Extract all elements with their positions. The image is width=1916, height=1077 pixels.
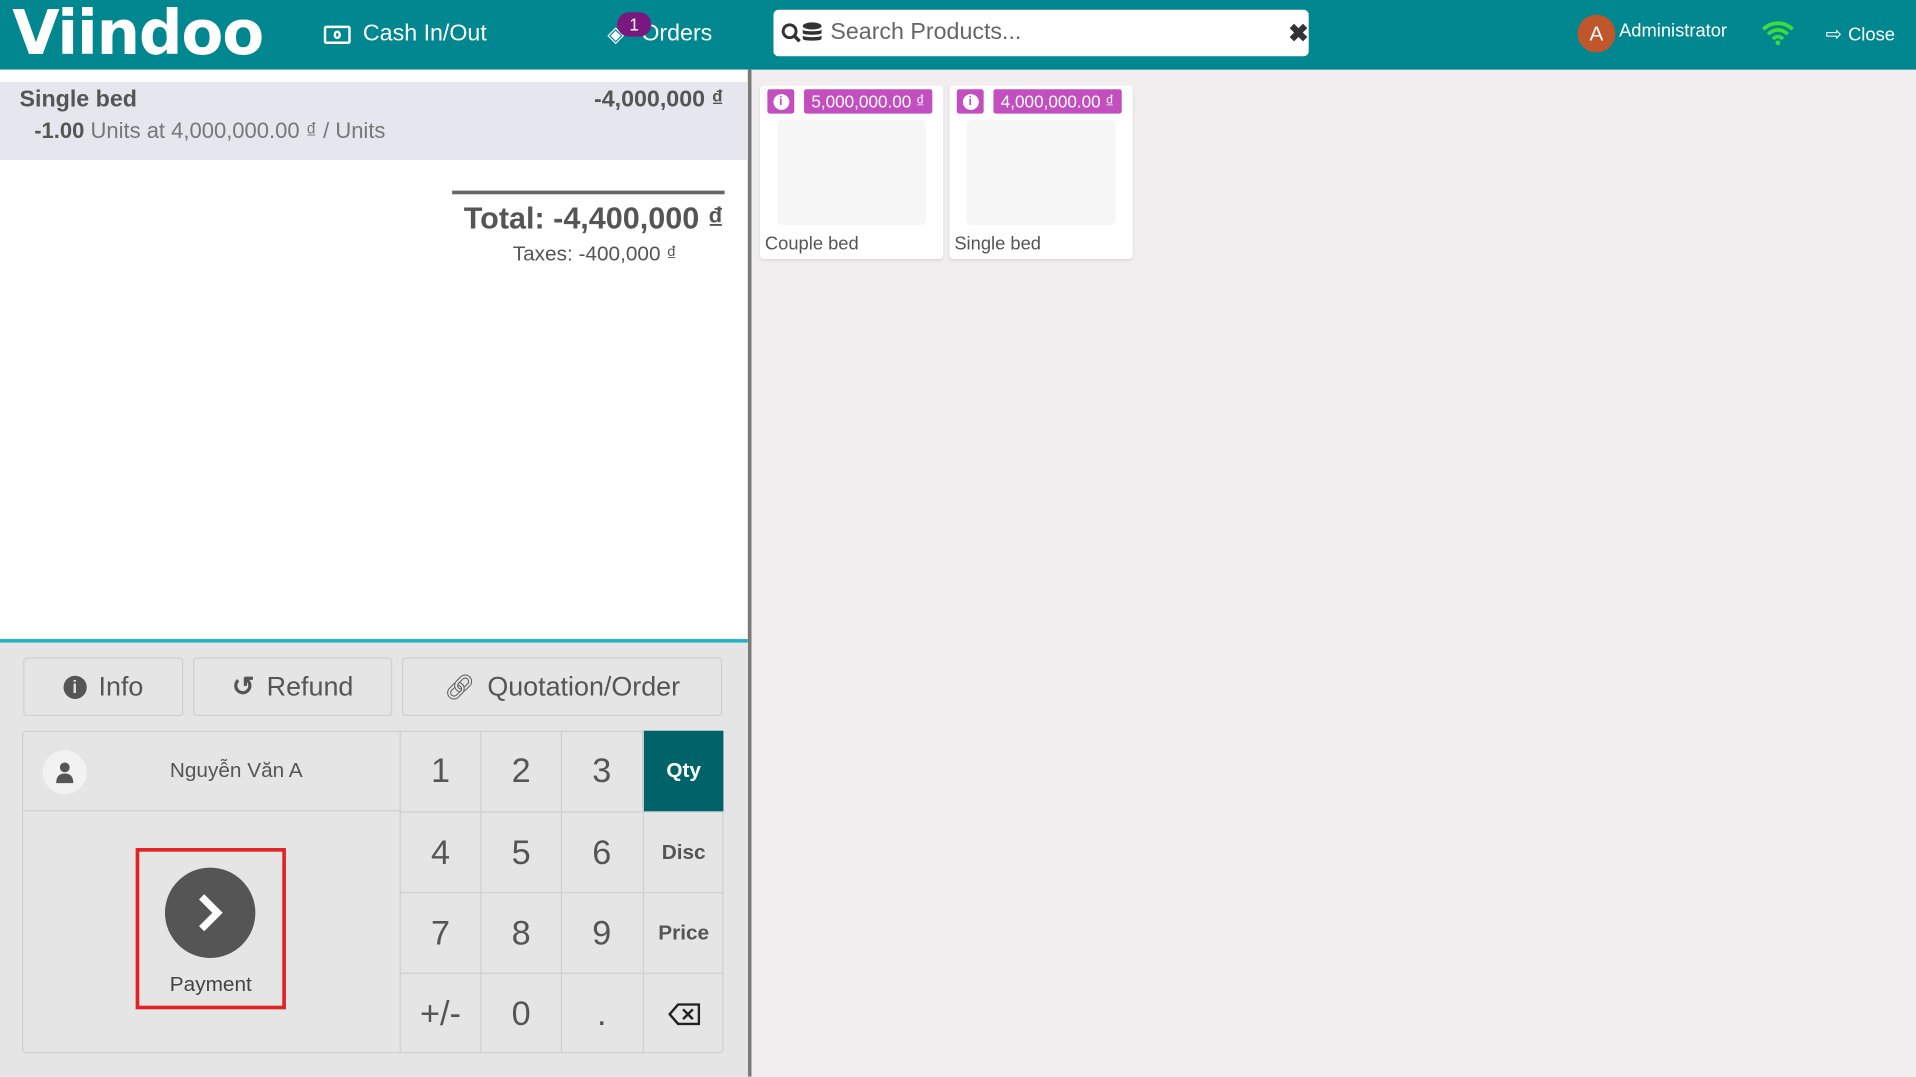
undo-icon: ↺ <box>231 670 255 702</box>
numpad-key[interactable]: +/- <box>399 972 481 1054</box>
order-line-price: -4,000,000 ₫ <box>593 86 724 113</box>
product-card[interactable]: i 5,000,000.00 ₫ Couple bed <box>760 85 944 260</box>
numpad-key[interactable]: 2 <box>480 730 561 812</box>
total-separator <box>452 190 725 195</box>
user-name[interactable]: Administrator <box>1619 20 1728 42</box>
orders-count-badge: 1 <box>617 12 652 37</box>
product-info-icon[interactable]: i <box>767 89 795 114</box>
order-line-unit: Units at 4,000,000.00 ₫ / Units <box>90 118 386 143</box>
viindoo-logo: Viindoo <box>12 0 264 69</box>
close-label: Close <box>1848 24 1895 46</box>
order-total: Total: -4,400,000 ₫ <box>463 201 724 236</box>
product-name: Couple bed <box>764 233 859 255</box>
numpad-key[interactable]: 6 <box>560 811 642 893</box>
numpad-key[interactable]: 3 <box>560 730 642 812</box>
product-image-placeholder <box>966 119 1116 225</box>
database-icon <box>803 22 822 41</box>
order-line[interactable]: Single bed -4,000,000 ₫ -1.00 Units at 4… <box>0 81 748 161</box>
customer-button[interactable]: Nguyễn Văn A <box>23 732 400 812</box>
info-icon: i <box>63 675 87 699</box>
numpad-mode-qty[interactable]: Qty <box>642 730 724 812</box>
refund-button[interactable]: ↺ Refund <box>193 657 393 717</box>
product-card[interactable]: i 4,000,000.00 ₫ Single bed <box>949 85 1133 260</box>
product-price-tag: 4,000,000.00 ₫ <box>993 89 1122 114</box>
backspace-button[interactable] <box>642 972 724 1054</box>
clear-search-icon[interactable]: ✖ <box>1288 20 1309 48</box>
orders-button[interactable]: ◈ 1 Orders <box>607 12 713 49</box>
numpad-key[interactable]: . <box>560 972 642 1054</box>
numpad-key[interactable]: 9 <box>560 892 642 973</box>
avatar[interactable]: A <box>1577 14 1616 53</box>
link-icon: 🔗︎ <box>444 673 476 701</box>
customer-name: Nguyễn Văn A <box>169 758 303 783</box>
control-separator <box>0 639 748 643</box>
order-line-qty: -1.00 <box>34 118 85 143</box>
numpad-mode-price[interactable]: Price <box>642 892 724 973</box>
search-box: ✖ <box>773 9 1309 57</box>
orders-label: Orders <box>641 20 713 47</box>
chevron-right-icon <box>199 894 223 932</box>
product-price-tag: 5,000,000.00 ₫ <box>804 89 933 114</box>
numpad-key[interactable]: 0 <box>480 972 561 1054</box>
quotation-order-label: Quotation/Order <box>487 670 681 702</box>
cash-in-out-label: Cash In/Out <box>362 20 487 47</box>
numpad-key[interactable]: 5 <box>480 811 561 893</box>
order-line-detail: -1.00 Units at 4,000,000.00 ₫ / Units <box>34 119 385 145</box>
numpad-mode-disc[interactable]: Disc <box>642 811 724 893</box>
numpad-key[interactable]: 7 <box>399 892 481 973</box>
numpad-area: Nguyễn Văn A Payment 1 2 3 Qty 4 5 6 Disc 7 8 9 Pri… <box>21 730 724 1054</box>
payment-label: Payment <box>169 972 252 996</box>
info-label: Info <box>98 670 144 702</box>
numpad-key[interactable]: 4 <box>399 811 481 893</box>
money-icon <box>323 25 351 44</box>
info-button[interactable]: i Info <box>23 657 184 717</box>
product-name: Single bed <box>954 233 1041 255</box>
numpad-key[interactable]: 8 <box>480 892 561 973</box>
order-taxes: Taxes: -400,000 ₫ <box>512 241 677 266</box>
refund-label: Refund <box>266 670 354 702</box>
sign-out-icon: ⇨ <box>1825 24 1842 46</box>
product-info-icon[interactable]: i <box>956 89 984 114</box>
search-input[interactable] <box>827 18 1228 48</box>
panel-divider <box>747 69 752 1077</box>
ticket-icon: ◈ 1 <box>607 12 652 49</box>
top-bar: Viindoo Cash In/Out ◈1 Orders ✖ A Admini… <box>0 0 1916 70</box>
cash-in-out-button[interactable]: Cash In/Out <box>323 20 487 49</box>
backspace-icon <box>667 1002 700 1025</box>
close-button[interactable]: ⇨ Close <box>1826 21 1895 50</box>
wifi-icon <box>1762 21 1794 46</box>
order-line-name: Single bed <box>19 86 137 113</box>
product-image-placeholder <box>777 119 927 225</box>
user-icon <box>42 750 87 795</box>
numpad-key[interactable]: 1 <box>399 730 481 812</box>
payment-button[interactable] <box>164 867 256 959</box>
payment-highlight <box>135 848 286 1010</box>
quotation-order-button[interactable]: 🔗︎ Quotation/Order <box>402 657 723 717</box>
search-icon <box>781 23 801 43</box>
